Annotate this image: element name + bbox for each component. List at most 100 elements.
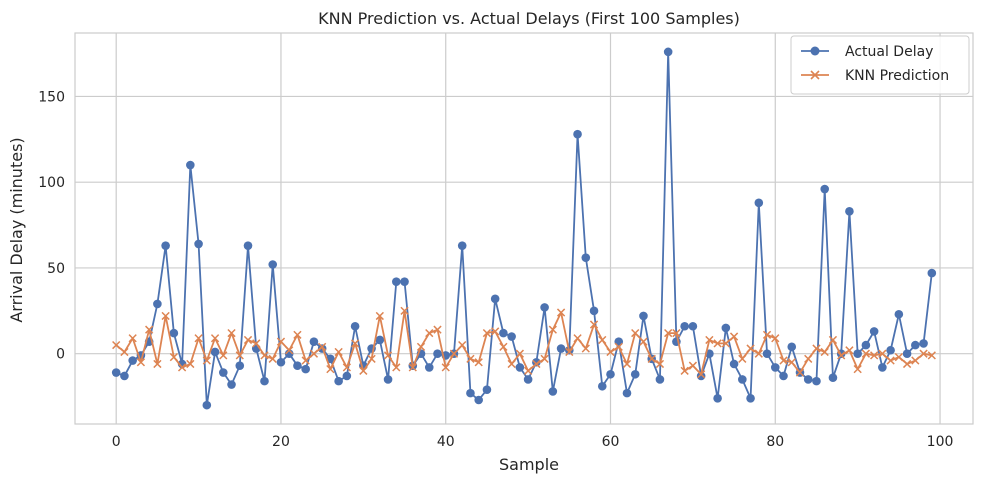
data-point-knn-prediction <box>828 335 838 345</box>
data-point-knn-prediction <box>911 356 920 365</box>
data-point-knn-prediction <box>606 347 615 357</box>
data-point-actual-delay <box>754 198 764 208</box>
data-point-actual-delay <box>820 184 830 194</box>
data-point-knn-prediction <box>845 346 854 355</box>
data-point-actual-delay <box>128 356 137 365</box>
data-point-knn-prediction <box>886 356 895 365</box>
data-point-knn-prediction <box>128 334 137 343</box>
x-tick-label: 0 <box>112 434 121 450</box>
data-point-knn-prediction <box>664 328 673 338</box>
data-point-knn-prediction <box>861 349 871 358</box>
data-point-knn-prediction <box>548 325 557 334</box>
tick-labels: 0 20 40 60 80 100 0 50 100 150 <box>38 89 953 450</box>
data-point-actual-delay <box>293 361 302 370</box>
data-point-knn-prediction <box>713 339 722 348</box>
data-point-actual-delay <box>639 311 648 321</box>
data-point-knn-prediction <box>466 354 475 363</box>
data-point-knn-prediction <box>120 347 129 357</box>
x-tick-label: 60 <box>602 434 620 450</box>
data-point-knn-prediction <box>416 342 426 351</box>
legend-label-actual-delay: Actual Delay <box>845 44 933 60</box>
data-point-actual-delay <box>301 364 310 374</box>
data-point-knn-prediction <box>169 352 178 362</box>
data-point-knn-prediction <box>474 358 483 367</box>
y-tick-label: 150 <box>38 89 65 105</box>
data-point-actual-delay <box>597 381 607 391</box>
data-point-actual-delay <box>466 388 475 398</box>
data-point-actual-delay <box>375 335 385 345</box>
data-point-actual-delay <box>779 371 788 381</box>
data-point-actual-delay <box>309 337 319 346</box>
chart-title: KNN Prediction vs. Actual Delays (First … <box>318 9 740 28</box>
data-point-actual-delay <box>383 375 393 384</box>
data-point-actual-delay <box>663 47 673 57</box>
data-point-knn-prediction <box>902 359 912 369</box>
data-point-knn-prediction <box>202 356 211 365</box>
data-point-knn-prediction <box>383 351 393 360</box>
data-point-actual-delay <box>845 207 854 216</box>
data-point-actual-delay <box>886 345 895 355</box>
data-point-knn-prediction <box>491 327 500 336</box>
data-point-knn-prediction <box>515 349 525 358</box>
data-point-knn-prediction <box>779 356 788 365</box>
data-point-knn-prediction <box>392 363 401 372</box>
data-point-knn-prediction <box>894 352 903 362</box>
data-point-knn-prediction <box>285 346 294 355</box>
data-point-knn-prediction <box>870 351 879 360</box>
data-point-knn-prediction <box>853 364 862 374</box>
data-point-actual-delay <box>186 160 195 170</box>
data-point-actual-delay <box>334 376 343 386</box>
data-point-knn-prediction <box>540 354 549 363</box>
data-point-actual-delay <box>812 376 821 386</box>
data-point-actual-delay <box>457 241 467 250</box>
data-point-actual-delay <box>350 321 360 331</box>
data-point-knn-prediction <box>268 354 277 363</box>
data-point-knn-prediction <box>359 366 368 375</box>
data-point-actual-delay <box>523 375 533 384</box>
data-point-knn-prediction <box>565 347 574 357</box>
data-point-actual-delay <box>902 349 912 358</box>
series-line-knn-prediction <box>115 309 932 376</box>
data-point-knn-prediction <box>318 342 327 351</box>
data-point-knn-prediction <box>837 351 846 360</box>
y-tick-label: 100 <box>38 175 65 191</box>
data-point-knn-prediction <box>771 334 780 343</box>
data-point-knn-prediction <box>639 337 648 346</box>
data-point-knn-prediction <box>532 359 541 369</box>
data-point-knn-prediction <box>622 359 632 369</box>
data-point-knn-prediction <box>647 354 656 363</box>
data-point-knn-prediction <box>145 325 154 334</box>
y-tick-label: 50 <box>47 261 65 277</box>
x-tick-label: 80 <box>766 434 784 450</box>
data-point-actual-delay <box>606 369 615 379</box>
data-point-knn-prediction <box>260 351 269 360</box>
data-point-actual-delay <box>268 260 278 269</box>
data-point-actual-delay <box>688 321 698 331</box>
data-point-actual-delay <box>787 342 797 352</box>
data-point-actual-delay <box>869 327 879 336</box>
data-point-actual-delay <box>507 332 516 341</box>
x-tick-label: 40 <box>437 434 455 450</box>
data-point-actual-delay <box>161 241 170 250</box>
series-knn-prediction <box>112 306 936 379</box>
data-point-actual-delay <box>853 349 862 358</box>
data-point-actual-delay <box>499 328 508 338</box>
data-point-knn-prediction <box>375 311 384 321</box>
series-line-actual-delay <box>115 50 933 407</box>
legend: Actual Delay KNN Prediction <box>790 35 970 95</box>
data-point-knn-prediction <box>655 359 665 369</box>
data-point-knn-prediction <box>441 363 450 372</box>
data-point-actual-delay <box>861 340 871 350</box>
data-point-actual-delay <box>548 387 558 396</box>
data-point-knn-prediction <box>721 339 730 348</box>
data-point-knn-prediction <box>787 358 796 367</box>
data-point-actual-delay <box>532 357 541 367</box>
data-point-knn-prediction <box>252 339 261 348</box>
data-point-knn-prediction <box>210 334 220 343</box>
data-point-knn-prediction <box>705 335 714 345</box>
data-point-actual-delay <box>169 328 179 338</box>
data-point-actual-delay <box>515 363 525 372</box>
data-point-knn-prediction <box>334 347 343 357</box>
data-point-knn-prediction <box>177 363 187 372</box>
